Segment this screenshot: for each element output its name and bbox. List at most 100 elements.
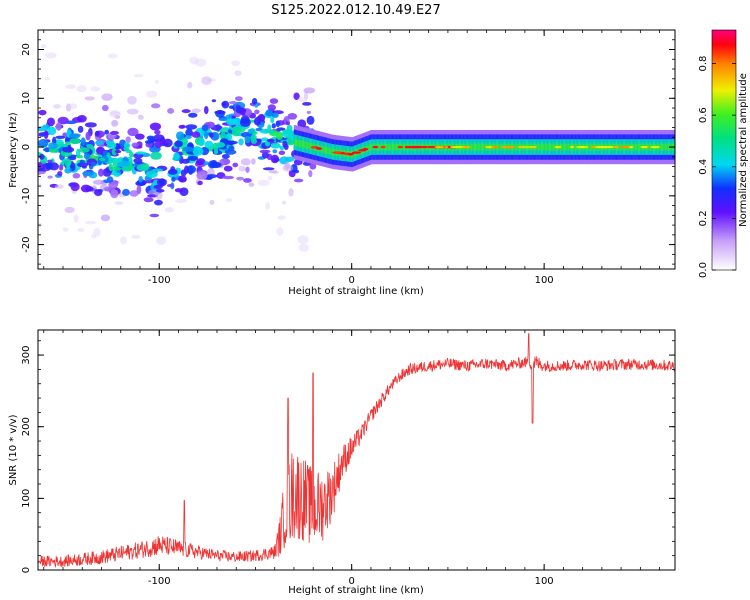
- heatmap-cell: [348, 153, 353, 156]
- heatmap-cell: [55, 122, 62, 131]
- heatmap-cell: [459, 145, 472, 149]
- heatmap-cell: [351, 151, 361, 154]
- y-tick-label: -20: [21, 236, 32, 252]
- heatmap-cell: [155, 191, 163, 200]
- heatmap-cell: [544, 143, 547, 151]
- heatmap-cell: [284, 161, 290, 170]
- heatmap-cell: [393, 143, 396, 151]
- heatmap-cell: [126, 108, 139, 115]
- heatmap-cell: [395, 143, 398, 151]
- heatmap-cell: [324, 146, 328, 154]
- heatmap-cell: [223, 165, 233, 172]
- heatmap-cell: [327, 147, 330, 155]
- heatmap-cell: [599, 145, 611, 149]
- heatmap-cell: [659, 143, 662, 151]
- heatmap-cell: [618, 143, 621, 151]
- heatmap-cell: [113, 172, 121, 177]
- snr-plot-frame: [37, 329, 676, 571]
- heatmap-cell: [70, 182, 80, 192]
- heatmap-cell: [569, 145, 575, 149]
- heatmap-cell: [449, 145, 464, 149]
- heatmap-cell: [149, 213, 160, 218]
- heatmap-cell: [305, 141, 308, 149]
- heatmap-x-ticks: -100 0 100: [43, 30, 661, 286]
- heatmap-cell: [106, 141, 117, 149]
- heatmap-cell: [272, 149, 278, 154]
- heatmap-cell: [568, 143, 571, 151]
- heatmap-cell: [477, 143, 480, 151]
- heatmap-cell: [480, 143, 483, 151]
- heatmap-cell: [485, 145, 493, 149]
- colorbar: 0.0 0.2 0.4 0.6 0.8 Normalized spectral ampl…: [698, 29, 749, 278]
- heatmap-cell: [473, 143, 476, 151]
- colorbar-tick-label: 0.8: [698, 56, 709, 72]
- heatmap-cell: [402, 143, 405, 151]
- heatmap-cell: [102, 150, 108, 155]
- snr-y-axis-label: SNR (10 * v/v): [8, 414, 19, 485]
- heatmap-cell: [129, 151, 134, 158]
- heatmap-cell: [650, 145, 661, 149]
- heatmap-cell: [552, 143, 555, 151]
- colorbar-tick-label: 0.6: [698, 107, 709, 123]
- heatmap-cell: [183, 165, 189, 174]
- heatmap-cell: [72, 172, 81, 179]
- heatmap-cell: [224, 149, 237, 155]
- heatmap-cell: [590, 145, 596, 149]
- heatmap-cell: [221, 153, 230, 159]
- heatmap-cell: [238, 138, 244, 146]
- heatmap-cell: [185, 128, 193, 137]
- heatmap-cell: [138, 175, 143, 183]
- snr-panel: -100 0 100 0 100 200 300 Height of straight l…: [8, 329, 676, 596]
- figure-title: S125.2022.012.10.49.E27: [271, 3, 440, 18]
- heatmap-cell: [397, 145, 404, 149]
- heatmap-cell: [171, 176, 176, 182]
- heatmap-cell: [137, 114, 144, 120]
- heatmap-cell: [69, 137, 81, 145]
- heatmap-cell: [133, 73, 144, 78]
- heatmap-cell: [279, 145, 285, 151]
- heatmap-cell: [195, 160, 204, 166]
- heatmap-cell: [268, 170, 278, 174]
- heatmap-cell: [101, 93, 113, 101]
- heatmap-cell: [185, 124, 198, 130]
- heatmap-cell: [282, 140, 288, 148]
- heatmap-cell: [47, 175, 53, 179]
- heatmap-cell: [282, 129, 295, 138]
- heatmap-cell: [379, 143, 382, 151]
- heatmap-cell: [264, 129, 271, 134]
- x-tick-label: 100: [535, 576, 554, 587]
- heatmap-cell: [648, 143, 651, 151]
- x-tick-label: -100: [148, 275, 171, 286]
- heatmap-cell: [136, 164, 148, 172]
- heatmap-cell: [111, 119, 119, 127]
- heatmap-y-ticks: -20 -10 0 10 20: [21, 29, 675, 265]
- heatmap-cell: [82, 171, 94, 177]
- heatmap-cell: [231, 127, 241, 137]
- heatmap-cell: [110, 166, 122, 171]
- heatmap-cell: [293, 92, 300, 101]
- heatmap-cell: [99, 184, 108, 190]
- heatmap-cell: [78, 147, 90, 153]
- heatmap-cell: [123, 146, 130, 152]
- heatmap-cell: [42, 124, 48, 129]
- heatmap-cell: [259, 149, 271, 154]
- heatmap-cell: [306, 115, 315, 125]
- heatmap-cell: [189, 56, 199, 65]
- heatmap-cell: [205, 174, 218, 179]
- x-tick-label: 0: [349, 576, 355, 587]
- heatmap-cell: [472, 143, 475, 151]
- heatmap-cell: [256, 138, 263, 142]
- heatmap-cell: [663, 143, 666, 151]
- heatmap-cell: [245, 166, 250, 173]
- heatmap-cell: [187, 155, 199, 161]
- heatmap-cell: [302, 141, 306, 148]
- heatmap-cell: [635, 143, 638, 151]
- heatmap-cell: [538, 143, 541, 151]
- heatmap-cell: [551, 143, 554, 151]
- heatmap-cell: [294, 139, 298, 146]
- heatmap-cell: [48, 142, 58, 150]
- heatmap-cell: [253, 117, 262, 126]
- heatmap-cell: [182, 146, 195, 152]
- heatmap-cell: [85, 131, 91, 141]
- heatmap-cell: [100, 214, 111, 222]
